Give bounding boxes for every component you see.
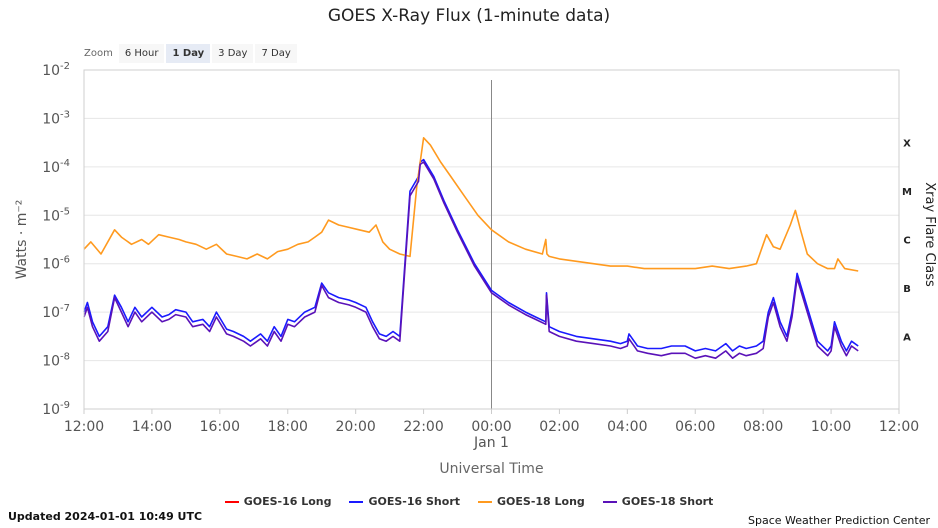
y-tick-label: 10-8 [42, 352, 70, 370]
x-tick-label: 14:00 [132, 419, 172, 435]
credit-text: Space Weather Prediction Center [748, 514, 930, 527]
x-tick-label: 20:00 [335, 419, 375, 435]
x-tick-label: 18:00 [268, 419, 308, 435]
series-line-goes-18-short [83, 161, 859, 359]
legend-swatch [478, 500, 492, 503]
legend-swatch [602, 500, 617, 503]
zoom-7-day-button[interactable]: 7 Day [255, 44, 297, 63]
series-lines [83, 137, 859, 359]
series-line-goes-18-long [83, 137, 859, 272]
y-tick-label: 10-5 [42, 206, 70, 224]
y-axis-label: Watts · m⁻² [14, 200, 30, 280]
legend-label: GOES-18 Long [497, 495, 585, 508]
y-tick-label: 10-2 [42, 61, 70, 79]
zoom-controls: Zoom 6 Hour 1 Day 3 Day 7 Day [84, 44, 297, 63]
xray-flux-chart: 10-2 10-3 10-4 10-5 10-6 10-7 10-8 10-9 12:00 14… [14, 61, 937, 477]
y-tick-label: 10-7 [42, 303, 70, 321]
right-axis-label: Xray Flare Class [922, 182, 937, 287]
y-tick-label: 10-4 [42, 158, 70, 176]
legend-label: GOES-16 Long [243, 495, 332, 508]
legend-swatch [224, 500, 239, 503]
x-tick-label: 06:00 [675, 419, 715, 435]
legend-item[interactable]: GOES-18 Short [602, 495, 714, 508]
x-tick-label: 16:00 [200, 419, 240, 435]
legend-item[interactable]: GOES-16 Short [349, 495, 460, 508]
chart-title: GOES X-Ray Flux (1-minute data) [327, 6, 611, 26]
x-axis-label: Universal Time [439, 461, 543, 477]
x-tick-label: 22:00 [403, 419, 443, 435]
x-tick-label: 00:00 [471, 419, 511, 435]
legend-label: GOES-18 Short [621, 495, 714, 508]
x-tick-label: 02:00 [539, 419, 579, 435]
y-axis-ticks: 10-2 10-3 10-4 10-5 10-6 10-7 10-8 10-9 [42, 61, 70, 418]
flare-class-label: B [903, 284, 911, 295]
zoom-1-day-button[interactable]: 1 Day [166, 44, 211, 63]
x-tick-label: 12:00 [64, 419, 104, 435]
zoom-6-hour-button[interactable]: 6 Hour [118, 44, 165, 63]
y-tick-label: 10-9 [42, 400, 70, 418]
zoom-3-day-button[interactable]: 3 Day [212, 44, 254, 63]
series-line-goes-16-short [83, 158, 859, 352]
updated-timestamp: Updated 2024-01-01 10:49 UTC [8, 510, 203, 523]
legend-item[interactable]: GOES-16 Long [224, 495, 332, 508]
zoom-label: Zoom [84, 48, 113, 59]
chart-legend: GOES-16 Long GOES-16 Short GOES-18 Long GOE… [0, 495, 938, 508]
x-tick-sublabel: Jan 1 [473, 435, 509, 451]
x-tick-label: 08:00 [743, 419, 783, 435]
legend-item[interactable]: GOES-18 Long [478, 495, 585, 508]
flare-class-label: M [902, 187, 912, 198]
x-tick-label: 10:00 [811, 419, 851, 435]
x-tick-label: 04:00 [607, 419, 647, 435]
x-tick-label: 12:00 [879, 419, 919, 435]
legend-swatch [349, 500, 364, 503]
flare-class-label: C [903, 236, 910, 247]
flare-class-labels: X M C B A [902, 139, 912, 344]
flare-class-label: X [903, 139, 911, 150]
y-tick-label: 10-6 [42, 255, 70, 273]
y-tick-label: 10-3 [42, 109, 70, 127]
legend-label: GOES-16 Short [368, 495, 460, 508]
flare-class-label: A [903, 332, 911, 343]
